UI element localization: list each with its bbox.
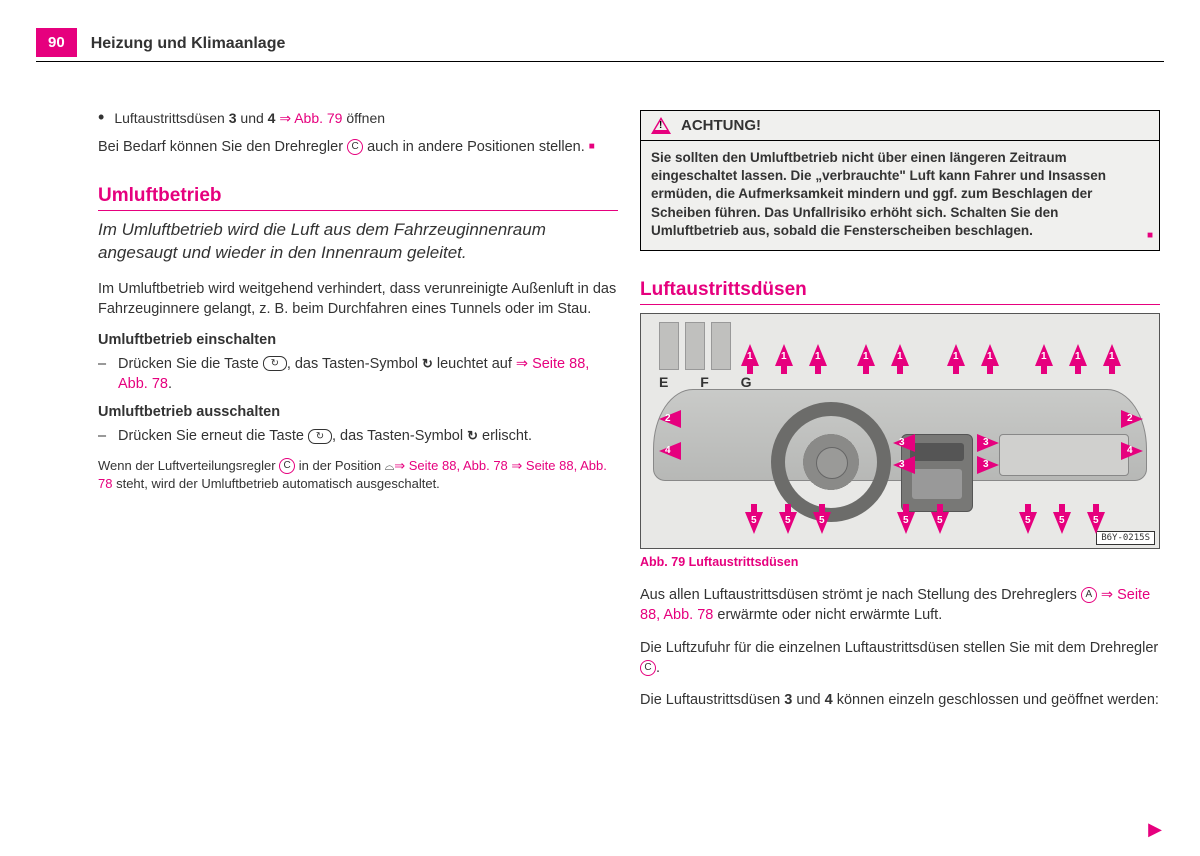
vent-arrow-1: 1 — [1103, 344, 1121, 366]
section-heading: Umluftbetrieb — [98, 185, 618, 211]
dial-ref-a: A — [1081, 587, 1097, 603]
text: öffnen — [342, 110, 385, 126]
vent-arrow-1: 1 — [947, 344, 965, 366]
step-item: – Drücken Sie die Taste ↻, das Tasten-Sy… — [98, 354, 618, 395]
recirc-button-icon: ↻ — [263, 356, 287, 371]
vent-arrow-1: 1 — [741, 344, 759, 366]
section-heading: Luftaustrittsdüsen — [640, 279, 1160, 305]
text: Die Luftzufuhr für die einzelnen Luftaus… — [640, 640, 1158, 656]
vent-arrow-2: 2 — [1121, 410, 1143, 428]
vent-arrow-5: 5 — [779, 512, 797, 534]
text: Drücken Sie erneut die Taste — [118, 428, 308, 444]
text: 3 — [229, 110, 237, 126]
paragraph: Aus allen Luftaustrittsdüsen strömt je n… — [640, 585, 1160, 626]
vent-arrow-5: 5 — [1087, 512, 1105, 534]
xref-link[interactable]: ⇒ Seite 88, Abb. 78 — [394, 458, 508, 473]
vent-arrow-5: 5 — [1053, 512, 1071, 534]
paragraph: Im Umluftbetrieb wird weitgehend verhind… — [98, 279, 618, 320]
vent-arrow-2: 2 — [659, 410, 681, 428]
text: Drücken Sie die Taste — [118, 356, 263, 372]
recirc-symbol-icon: ↻ — [422, 355, 433, 373]
paragraph: Die Luftzufuhr für die einzelnen Luftaus… — [640, 638, 1160, 679]
xref-link[interactable]: ⇒ Abb. 79 — [275, 110, 342, 126]
sub-heading: Umluftbetrieb ausschalten — [98, 404, 618, 420]
vent-arrow-5: 5 — [1019, 512, 1037, 534]
figure-reference: B6Y-0215S — [1096, 531, 1155, 545]
text: , das Tasten-Symbol — [332, 428, 467, 444]
paragraph: Bei Bedarf können Sie den Drehregler C a… — [98, 137, 618, 157]
bullet-dot: • — [98, 110, 104, 124]
vent-arrow-3: 3 — [893, 434, 915, 452]
text: steht, wird der Umluftbetrieb automatisc… — [112, 476, 439, 491]
right-column: ! ACHTUNG! Sie sollten den Umluftbetrieb… — [640, 110, 1160, 723]
recirc-button-icon: ↻ — [308, 429, 332, 444]
vent-arrow-3: 3 — [893, 456, 915, 474]
continue-arrow-icon: ▶ — [1148, 819, 1162, 840]
end-marker: ■ — [1147, 229, 1153, 243]
figure-label-efg: E F G — [659, 374, 766, 390]
text: erlischt. — [478, 428, 532, 444]
left-column: • Luftaustrittsdüsen 3 und 4 ⇒ Abb. 79 ö… — [98, 110, 618, 493]
end-marker: ■ — [589, 141, 595, 152]
warning-triangle-icon: ! — [651, 117, 671, 134]
text: und — [792, 692, 824, 708]
vent-arrow-5: 5 — [745, 512, 763, 534]
vent-arrow-3: 3 — [977, 456, 999, 474]
vent-arrow-1: 1 — [891, 344, 909, 366]
text: Bei Bedarf können Sie den Drehregler — [98, 139, 347, 155]
text: erwärmte oder nicht erwärmte Luft. — [713, 607, 942, 623]
text: und — [237, 110, 268, 126]
vent-arrow-1: 1 — [981, 344, 999, 366]
defrost-icon: ⌓ — [385, 458, 395, 475]
page-number: 90 — [36, 28, 77, 57]
vent-arrow-4: 4 — [1121, 442, 1143, 460]
warning-body: Sie sollten den Umluftbetrieb nicht über… — [641, 141, 1159, 250]
vent-arrow-1: 1 — [1069, 344, 1087, 366]
figure-caption: Abb. 79 Luftaustrittsdüsen — [640, 555, 1160, 569]
dial-ref-c: C — [279, 458, 295, 474]
warning-header: ! ACHTUNG! — [641, 111, 1159, 141]
text: in der Position — [295, 458, 385, 473]
paragraph-small: Wenn der Luftverteilungsregler C in der … — [98, 457, 618, 493]
recirc-symbol-icon: ↻ — [467, 427, 478, 445]
text: auch in andere Positionen stellen. — [363, 139, 589, 155]
lead-paragraph: Im Umluftbetrieb wird die Luft aus dem F… — [98, 219, 618, 265]
text: 4 — [825, 692, 833, 708]
vent-arrow-1: 1 — [775, 344, 793, 366]
page-header: 90 Heizung und Klimaanlage — [36, 28, 1164, 62]
text: . — [168, 376, 172, 392]
vent-arrow-5: 5 — [813, 512, 831, 534]
page-title: Heizung und Klimaanlage — [91, 35, 286, 57]
bullet-item: • Luftaustrittsdüsen 3 und 4 ⇒ Abb. 79 ö… — [98, 110, 618, 127]
text: Luftaustrittsdüsen — [114, 110, 228, 126]
paragraph: Die Luftaustrittsdüsen 3 und 4 können ei… — [640, 690, 1160, 710]
text: Aus allen Luftaustrittsdüsen strömt je n… — [640, 587, 1081, 603]
text: Die Luftaustrittsdüsen — [640, 692, 784, 708]
warning-box: ! ACHTUNG! Sie sollten den Umluftbetrieb… — [640, 110, 1160, 251]
warning-title: ACHTUNG! — [681, 117, 761, 134]
figure-dashboard: E F G B6Y-0215S 111111111155555555242433… — [640, 313, 1160, 549]
dial-ref-c: C — [347, 139, 363, 155]
vent-arrow-5: 5 — [897, 512, 915, 534]
vent-arrow-4: 4 — [659, 442, 681, 460]
sub-heading: Umluftbetrieb einschalten — [98, 332, 618, 348]
step-item: – Drücken Sie erneut die Taste ↻, das Ta… — [98, 426, 618, 446]
text: Wenn der Luftverteilungsregler — [98, 458, 279, 473]
text: können einzeln geschlossen und geöffnet … — [833, 692, 1159, 708]
glove-box — [999, 434, 1129, 476]
vent-arrow-1: 1 — [809, 344, 827, 366]
text: , das Tasten-Symbol — [287, 356, 422, 372]
dial-ref-c: C — [640, 660, 656, 676]
text: leuchtet auf — [433, 356, 516, 372]
vent-arrow-1: 1 — [857, 344, 875, 366]
vent-arrow-1: 1 — [1035, 344, 1053, 366]
vent-arrow-5: 5 — [931, 512, 949, 534]
vent-arrow-3: 3 — [977, 434, 999, 452]
text: . — [656, 660, 660, 676]
